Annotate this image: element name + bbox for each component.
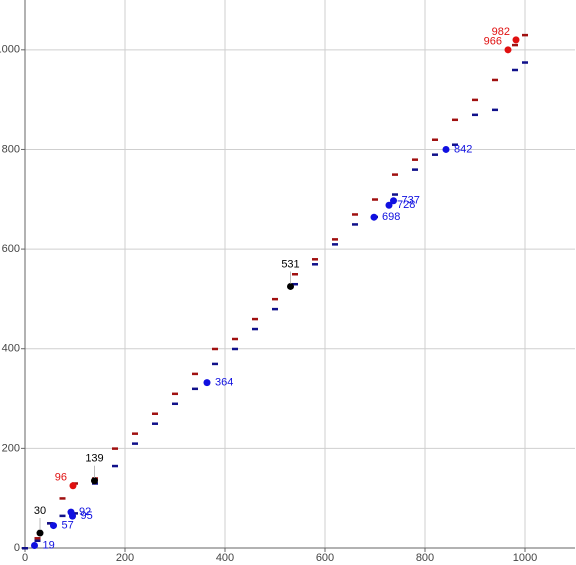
x-tick-label: 600 xyxy=(316,552,334,564)
point xyxy=(432,138,438,141)
point xyxy=(47,522,53,525)
point-label: 92 xyxy=(79,506,91,518)
point xyxy=(472,98,478,102)
point-label: 966 xyxy=(484,36,502,48)
point xyxy=(522,61,528,64)
point xyxy=(232,337,238,341)
point xyxy=(252,317,258,321)
point-label: 728 xyxy=(397,199,415,211)
highlight-point xyxy=(512,36,520,44)
point xyxy=(232,347,238,351)
highlight-point xyxy=(91,477,98,485)
point-label: 30 xyxy=(34,505,46,517)
point xyxy=(332,238,338,241)
point xyxy=(352,213,358,216)
highlight-point xyxy=(370,213,378,221)
point xyxy=(472,113,478,117)
point-label: 531 xyxy=(281,258,299,270)
point-label: 57 xyxy=(62,519,74,531)
point xyxy=(432,153,438,156)
x-tick-label: 200 xyxy=(116,552,134,564)
highlight-point xyxy=(203,379,211,387)
point xyxy=(372,198,378,201)
y-tick-label: 400 xyxy=(2,343,20,355)
highlight-point xyxy=(36,529,44,537)
point xyxy=(152,412,158,415)
point xyxy=(112,464,118,468)
point xyxy=(192,372,198,376)
point xyxy=(152,422,158,425)
point xyxy=(292,282,298,286)
highlight-point xyxy=(442,145,450,153)
point xyxy=(292,273,298,276)
point xyxy=(412,158,418,161)
point xyxy=(172,392,178,396)
point xyxy=(34,539,41,543)
y-tick-label: 1000 xyxy=(0,44,20,56)
y-tick-label: 800 xyxy=(2,143,20,155)
point xyxy=(59,514,66,518)
point xyxy=(412,168,418,171)
point-label: 737 xyxy=(402,195,420,207)
point-label: 842 xyxy=(454,143,472,155)
highlight-point xyxy=(69,482,77,490)
point xyxy=(272,307,278,311)
x-tick-label: 400 xyxy=(216,552,234,564)
point xyxy=(112,447,118,450)
point xyxy=(72,512,78,515)
point xyxy=(132,432,138,435)
x-tick-label: 0 xyxy=(22,552,28,564)
point xyxy=(172,402,178,406)
point xyxy=(512,68,518,72)
point xyxy=(59,497,66,500)
highlight-point xyxy=(287,282,294,290)
point xyxy=(352,223,358,226)
point xyxy=(212,347,218,351)
point xyxy=(132,442,138,445)
point xyxy=(312,263,318,266)
x-tick-label: 800 xyxy=(416,552,434,564)
point xyxy=(512,43,518,47)
highlight-point xyxy=(390,197,397,205)
point xyxy=(452,118,458,122)
point xyxy=(34,537,41,540)
point xyxy=(312,258,318,261)
point xyxy=(192,387,198,391)
point xyxy=(332,243,338,246)
point xyxy=(392,193,398,196)
y-tick-label: 0 xyxy=(14,542,20,554)
point xyxy=(492,108,498,112)
highlight-point xyxy=(69,512,76,520)
point-label: 139 xyxy=(85,453,103,465)
point-label: 96 xyxy=(55,472,67,484)
point-label: 95 xyxy=(81,510,93,522)
point xyxy=(452,143,458,146)
y-tick-label: 200 xyxy=(2,442,20,454)
point-label: 19 xyxy=(43,539,55,551)
point-label: 364 xyxy=(215,377,233,389)
x-tick-label: 1000 xyxy=(513,552,537,564)
highlight-point xyxy=(50,522,57,530)
point xyxy=(392,173,398,176)
point-label: 982 xyxy=(492,26,510,38)
highlight-point xyxy=(385,201,393,209)
y-tick-label: 600 xyxy=(2,243,20,255)
highlight-point xyxy=(504,46,512,54)
point xyxy=(272,297,278,301)
point xyxy=(212,362,218,366)
point xyxy=(252,327,258,331)
point-label: 698 xyxy=(382,211,400,223)
highlight-point xyxy=(31,542,38,550)
point xyxy=(22,547,28,550)
point xyxy=(522,33,528,37)
point xyxy=(492,78,498,82)
